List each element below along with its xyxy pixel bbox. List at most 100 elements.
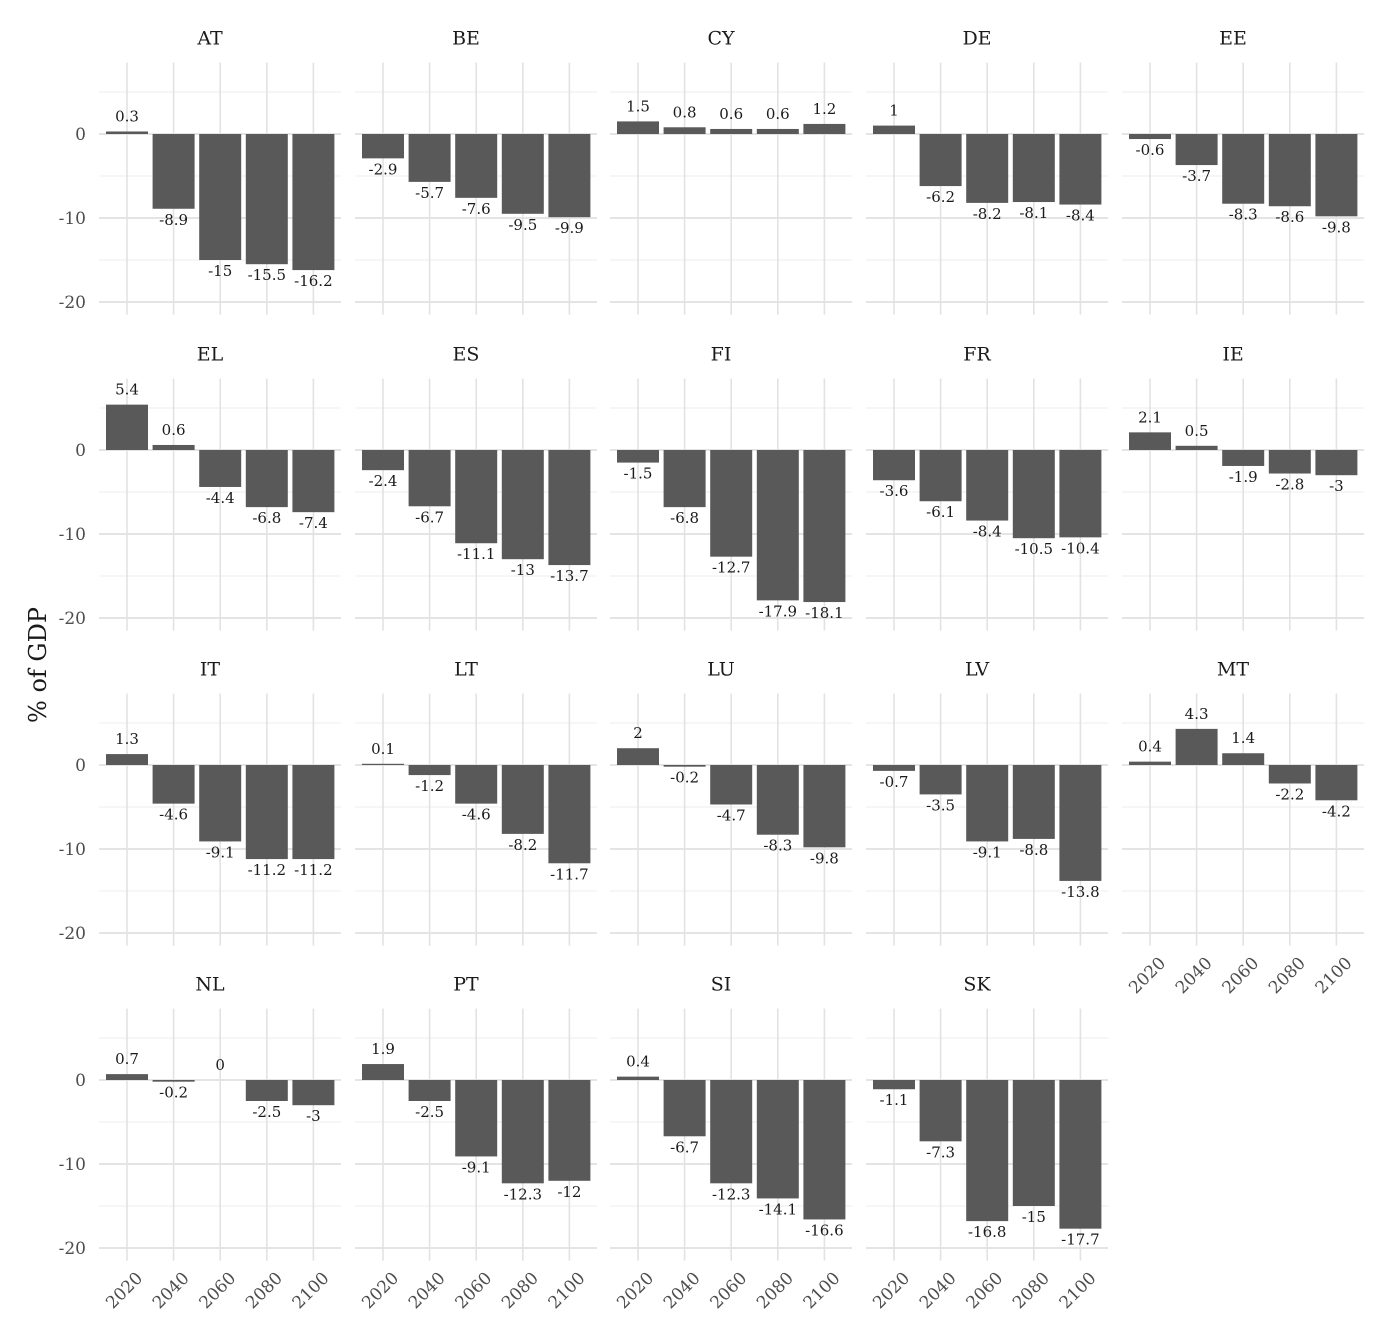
bar-2020 <box>362 763 404 765</box>
data-label: 0.7 <box>115 1050 139 1068</box>
y-tick-label: -20 <box>59 1239 86 1259</box>
x-tick-label: 2100 <box>800 1268 845 1313</box>
panel-it: IT 1.3 -4.6 -9.1 -11.2 -11.2 0 -10 -20 <box>59 659 341 946</box>
panel-de: DE 1 -6.2 -8.2 -8.1 -8.4 <box>866 28 1108 315</box>
bar-2040 <box>408 134 451 182</box>
data-label: -4.4 <box>206 489 235 507</box>
bar-2020 <box>1129 761 1171 765</box>
bar-2080 <box>501 765 544 834</box>
bar-2060 <box>199 765 242 842</box>
bar-2020 <box>106 404 148 450</box>
data-label: -17.9 <box>759 602 797 620</box>
bar-2040 <box>408 1080 451 1101</box>
panel-ie: IE 2.1 0.5 -1.9 -2.8 -3 <box>1122 344 1364 631</box>
bar-2040 <box>919 765 962 795</box>
data-label: -3 <box>306 1107 321 1125</box>
bar-2060 <box>710 1080 753 1184</box>
data-label: -8.6 <box>1275 208 1304 226</box>
data-label: 0.3 <box>115 107 139 125</box>
bar-2100 <box>803 1080 846 1220</box>
data-label: -8.4 <box>1066 207 1095 225</box>
bar-2100 <box>548 765 591 864</box>
bar-2040 <box>663 1080 706 1137</box>
data-label: 0 <box>215 1056 225 1074</box>
bar-2020 <box>106 1074 148 1080</box>
bar-2080 <box>501 450 544 560</box>
panel-title: CY <box>707 28 735 50</box>
x-tick-label: 2040 <box>405 1268 450 1313</box>
bar-2060 <box>1222 450 1265 466</box>
bar-2100 <box>803 765 846 848</box>
data-label: -9.8 <box>1322 218 1351 236</box>
bar-2080 <box>245 450 288 508</box>
data-label: -9.9 <box>555 219 584 237</box>
data-label: 5.4 <box>115 381 139 399</box>
bar-2100 <box>1059 765 1102 881</box>
panel-lv: LV -0.7 -3.5 -9.1 -8.8 -13.8 <box>866 659 1108 946</box>
panel-title: SI <box>711 974 732 996</box>
data-label: 0.1 <box>371 740 395 758</box>
bar-2100 <box>1059 450 1102 538</box>
data-label: -1.1 <box>880 1091 909 1109</box>
data-label: 1.4 <box>1231 729 1255 747</box>
panel-si: SI 0.4 -6.7 -12.3 -14.1 -16.6 2020 2040 2060 2080… <box>610 974 852 1313</box>
x-tick-label: 2020 <box>358 1268 403 1313</box>
data-label: -3.6 <box>880 482 909 500</box>
panel-cy: CY 1.5 0.8 0.6 0.6 1.2 <box>610 28 852 315</box>
panel-title: MT <box>1217 659 1249 681</box>
data-label: -13 <box>511 561 535 579</box>
bar-2080 <box>1012 1080 1055 1206</box>
data-label: -11.1 <box>457 545 495 563</box>
x-tick-label: 2020 <box>1125 953 1170 998</box>
bar-2040 <box>152 444 195 450</box>
bar-2040 <box>1175 445 1218 450</box>
bar-2020 <box>617 1076 659 1080</box>
data-label: 0.6 <box>162 421 186 439</box>
data-label: -6.8 <box>252 509 281 527</box>
data-label: -0.7 <box>880 773 909 791</box>
data-label: -9.1 <box>973 843 1002 861</box>
bar-2040 <box>919 450 962 502</box>
panel-ee: EE -0.6 -3.7 -8.3 -8.6 -9.8 <box>1122 28 1364 315</box>
bar-2040 <box>663 765 706 767</box>
panel-title: LV <box>965 659 989 681</box>
bar-2100 <box>292 1080 335 1106</box>
panel-title: BE <box>452 28 480 50</box>
data-label: -12.3 <box>712 1185 750 1203</box>
panel-el: EL 5.4 0.6 -4.4 -6.8 -7.4 0 -10 -20 <box>59 344 341 631</box>
bar-2100 <box>292 134 335 271</box>
data-label: -1.9 <box>1229 468 1258 486</box>
data-label: -4.7 <box>717 806 746 824</box>
bar-2100 <box>1059 134 1102 205</box>
data-label: -8.3 <box>763 837 792 855</box>
bar-2040 <box>919 134 962 187</box>
bar-2100 <box>1315 134 1358 217</box>
bar-2100 <box>292 450 335 513</box>
bar-2100 <box>548 134 591 218</box>
panel-lu: LU 2 -0.2 -4.7 -8.3 -9.8 <box>610 659 852 946</box>
y-tick-label: -20 <box>59 924 86 944</box>
bar-2040 <box>152 765 195 804</box>
panel-pt: PT 1.9 -2.5 -9.1 -12.3 -12 2020 2040 2060 2080 210… <box>355 974 597 1313</box>
data-label: -4.6 <box>159 806 188 824</box>
panel-be: BE -2.9 -5.7 -7.6 -9.5 -9.9 <box>355 28 597 315</box>
bar-2100 <box>548 450 591 566</box>
data-label: -0.2 <box>159 1084 188 1102</box>
data-label: -4.2 <box>1322 802 1351 820</box>
data-label: -2.5 <box>252 1103 281 1121</box>
bar-2060 <box>710 450 753 557</box>
bar-2060 <box>1222 753 1265 765</box>
bar-2040 <box>408 450 451 507</box>
panel-title: SK <box>963 974 991 996</box>
x-tick-label: 2040 <box>1172 953 1217 998</box>
bar-2060 <box>710 128 753 134</box>
data-label: -16.6 <box>805 1221 843 1239</box>
x-tick-label: 2080 <box>1265 953 1310 998</box>
panel-mt: MT 0.4 4.3 1.4 -2.2 -4.2 2020 2040 2060 2080 2100 <box>1122 659 1364 998</box>
data-label: 4.3 <box>1185 705 1209 723</box>
data-label: -0.2 <box>670 769 699 787</box>
data-label: -9.1 <box>206 843 235 861</box>
data-label: -11.2 <box>248 861 286 879</box>
data-label: -6.7 <box>670 1138 699 1156</box>
x-tick-label: 2080 <box>242 1268 287 1313</box>
